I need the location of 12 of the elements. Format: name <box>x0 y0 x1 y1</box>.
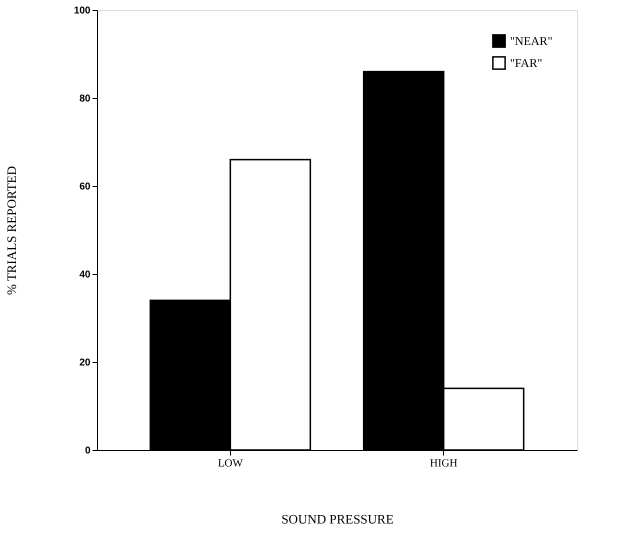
y-tick-label: 60 <box>79 182 91 192</box>
x-tick-label: LOW <box>218 458 244 470</box>
legend-label: "FAR" <box>510 56 542 70</box>
y-tick-label: 100 <box>74 6 91 16</box>
y-axis-title: % TRIALS REPORTED <box>4 166 19 295</box>
legend-label: "NEAR" <box>510 34 553 48</box>
y-tick-label: 40 <box>79 270 91 280</box>
y-tick-label: 0 <box>84 446 91 456</box>
x-tick-label: HIGH <box>430 458 458 470</box>
y-tick-label: 80 <box>79 94 91 104</box>
y-tick-label: 20 <box>79 358 91 368</box>
x-axis-title: SOUND PRESSURE <box>281 512 394 526</box>
